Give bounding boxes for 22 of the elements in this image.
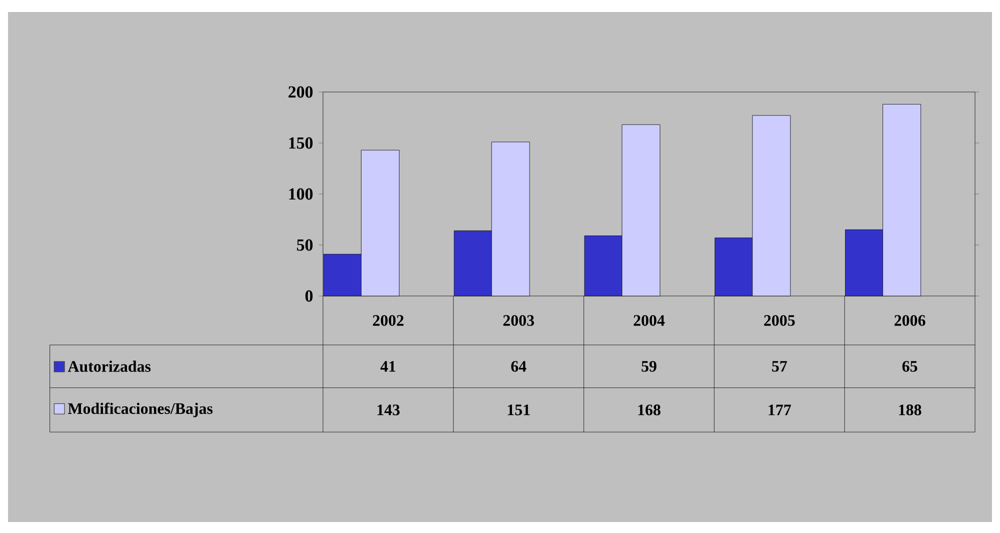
x-tick-label: 2003 [503, 315, 534, 326]
x-tick-label: 2002 [372, 315, 404, 326]
y-tick-label: 0 [305, 290, 313, 302]
data-label: 177 [768, 404, 791, 416]
legend-label: Modificaciones/Bajas [68, 402, 213, 418]
x-tick-label: 2005 [764, 315, 795, 326]
x-tick-label: 2004 [634, 315, 665, 326]
data-label: 168 [638, 404, 660, 416]
data-label: 59 [642, 361, 656, 372]
y-tick-label: 50 [296, 239, 313, 251]
data-label: 188 [899, 404, 922, 416]
data-label: 64 [511, 361, 526, 372]
y-tick-label: 200 [288, 86, 313, 98]
data-label: 41 [380, 361, 396, 372]
data-label: 57 [772, 361, 787, 372]
data-label: 143 [378, 404, 400, 416]
legend-label: Autorizadas [68, 360, 151, 372]
data-label: 151 [508, 404, 530, 416]
x-tick-label: 2006 [894, 315, 926, 326]
y-tick-label: 100 [289, 188, 313, 200]
y-tick-label: 150 [289, 137, 313, 149]
data-label: 65 [902, 361, 918, 372]
